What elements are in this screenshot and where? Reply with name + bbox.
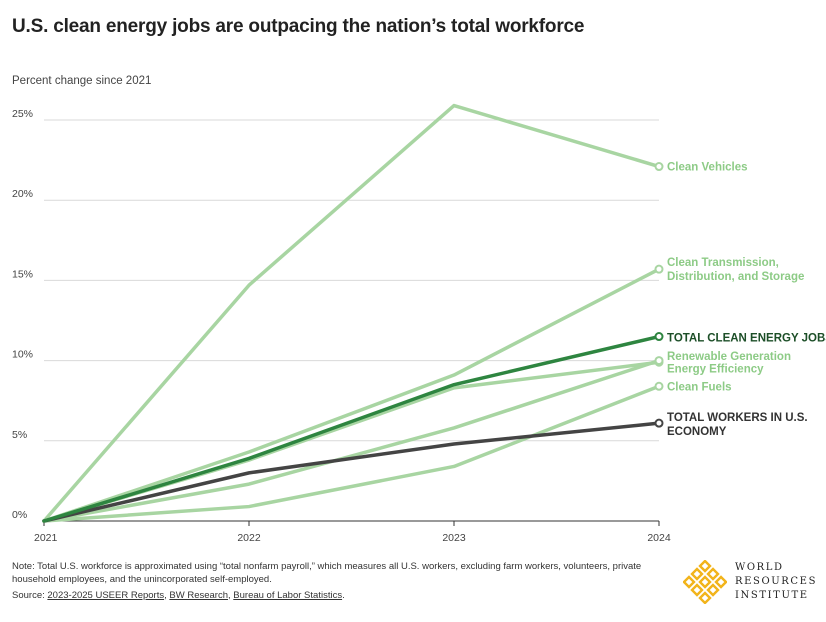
- series-end-marker: [654, 162, 664, 172]
- x-tick-label: 2023: [442, 532, 466, 544]
- series-end-marker: [654, 264, 664, 274]
- series-line-1: [42, 267, 661, 523]
- logo-diamond: [706, 583, 720, 597]
- series-line-4: [42, 384, 661, 523]
- logo-diamond: [698, 591, 712, 604]
- x-tick-label: 2022: [237, 532, 261, 544]
- series-line-5: [42, 421, 661, 523]
- source-link-bls[interactable]: Bureau of Labor Statistics: [233, 590, 343, 601]
- footnote: Note: Total U.S. workforce is approximat…: [12, 561, 642, 585]
- series-label: Clean Vehicles: [667, 162, 748, 174]
- source-suffix: .: [342, 590, 345, 601]
- x-tick-label: 2021: [34, 532, 58, 544]
- logo-diamond: [683, 575, 696, 589]
- series-labels: Clean Vehicles Clean Transmission, Distrib…: [667, 162, 826, 439]
- logo-diamond: [698, 575, 712, 589]
- series-line-2: [42, 360, 661, 523]
- wri-logo: WORLD RESOURCES INSTITUTE: [683, 560, 815, 606]
- y-tick-label: 5%: [12, 429, 27, 441]
- wri-logo-mark-icon: [683, 560, 727, 604]
- logo-line-world: WORLD: [735, 562, 784, 573]
- y-tick-label: 25%: [12, 108, 33, 120]
- source-link-bw-research[interactable]: BW Research: [169, 590, 228, 601]
- logo-line-resources: RESOURCES: [735, 576, 818, 587]
- logo-diamond: [690, 567, 704, 581]
- x-axis-ticks: 2021 2022 2023 2024: [34, 521, 671, 544]
- x-tick-label: 2024: [647, 532, 671, 544]
- y-tick-label: 15%: [12, 268, 33, 280]
- series-end-marker: [654, 356, 664, 366]
- chart-title: U.S. clean energy jobs are outpacing the…: [12, 16, 585, 37]
- series-end-marker: [654, 418, 664, 428]
- y-tick-label: 10%: [12, 349, 33, 361]
- logo-diamond: [690, 583, 704, 597]
- source-line: Source: 2023-2025 USEER Reports, BW Rese…: [12, 590, 345, 601]
- wri-logo-text: WORLD RESOURCES INSTITUTE: [735, 561, 817, 603]
- y-axis-label: Percent change since 2021: [12, 75, 152, 87]
- series-lines: [42, 103, 664, 523]
- series-label: TOTAL CLEAN ENERGY JOBS: [667, 333, 826, 345]
- series-label: Distribution, and Storage: [667, 271, 804, 283]
- y-tick-label: 0%: [12, 509, 27, 521]
- source-link-useer[interactable]: 2023-2025 USEER Reports: [47, 590, 165, 601]
- series-label: Clean Fuels: [667, 381, 732, 393]
- logo-line-institute: INSTITUTE: [735, 590, 809, 601]
- logo-diamond: [698, 560, 712, 573]
- y-tick-label: 20%: [12, 188, 33, 200]
- series-label: TOTAL WORKERS IN U.S.: [667, 412, 808, 424]
- series-label: Energy Efficiency: [667, 364, 764, 376]
- series-line-0: [42, 103, 661, 523]
- source-prefix: Source:: [12, 590, 48, 601]
- logo-diamond: [714, 575, 727, 589]
- series-label: Clean Transmission,: [667, 257, 779, 269]
- series-end-marker: [654, 332, 664, 342]
- series-end-marker: [654, 381, 664, 391]
- y-axis-ticks: 0% 5% 10% 15% 20% 25%: [12, 108, 33, 521]
- series-label: ECONOMY: [667, 426, 727, 438]
- logo-diamond: [706, 567, 720, 581]
- grid-lines: [44, 119, 659, 522]
- line-chart: 0% 5% 10% 15% 20% 25% 2021 2022 2023 2024 Clean …: [12, 103, 826, 544]
- series-line-3: [42, 358, 661, 523]
- series-line-6: [42, 334, 661, 523]
- series-label: Renewable Generation: [667, 351, 791, 363]
